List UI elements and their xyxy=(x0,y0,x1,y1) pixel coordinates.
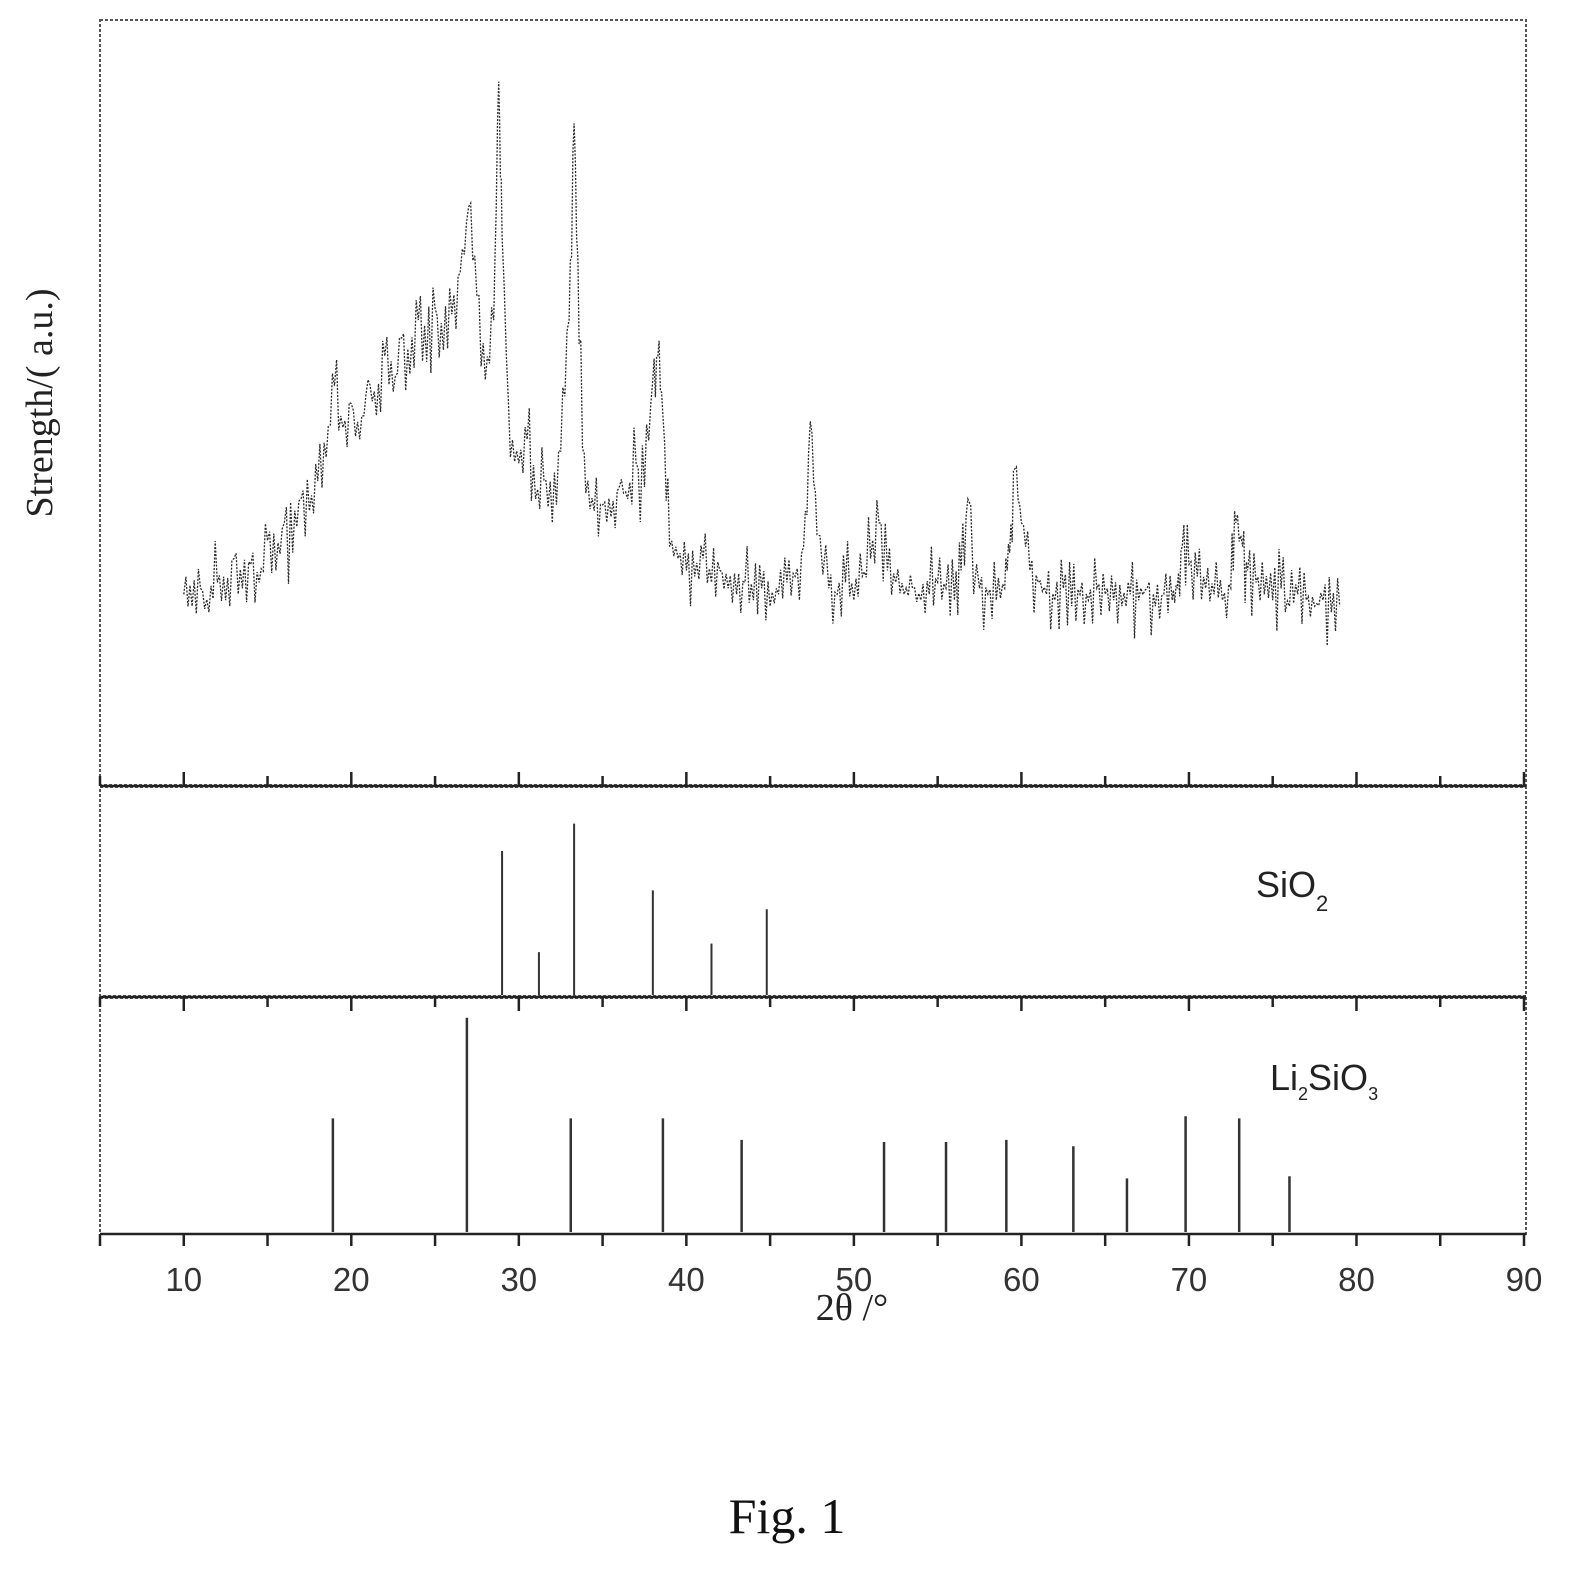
x-tick-label: 60 xyxy=(1003,1261,1040,1298)
li2sio3-label-main-2: SiO xyxy=(1308,1057,1368,1098)
x-tick-label: 50 xyxy=(836,1261,873,1298)
sio2-label-subscript: 2 xyxy=(1316,891,1328,916)
li2sio3-reference-lines xyxy=(331,1017,1291,1232)
x-tick-label: 40 xyxy=(668,1261,705,1298)
x-tick-label: 80 xyxy=(1338,1261,1375,1298)
li2sio3-label-main-1: Li xyxy=(1270,1057,1298,1098)
x-tick-label: 10 xyxy=(165,1261,202,1298)
top-panel-frame xyxy=(99,19,1527,786)
xrd-trace-line xyxy=(183,81,1341,646)
figure-caption: Fig. 1 xyxy=(729,1488,846,1544)
x-tick-label: 90 xyxy=(1506,1261,1543,1298)
sio2-label-main: SiO xyxy=(1256,864,1316,905)
x-tick-label: 20 xyxy=(333,1261,370,1298)
li2sio3-label: Li2SiO3 xyxy=(1270,1057,1378,1104)
li2sio3-label-subscript-1: 2 xyxy=(1298,1084,1308,1104)
x-tick-label: 30 xyxy=(500,1261,537,1298)
x-axis-ticks: 10 20 30 40 50 60 70 80 90 xyxy=(98,772,1543,1298)
li2sio3-label-subscript-2: 3 xyxy=(1368,1084,1378,1104)
sio2-label: SiO2 xyxy=(1256,864,1328,916)
sio2-reference-lines xyxy=(501,823,768,995)
x-tick-label: 70 xyxy=(1171,1261,1208,1298)
measured-pattern-layer xyxy=(183,81,1341,646)
y-axis-title: Strength/( a.u.) xyxy=(19,288,61,517)
x-axis-title: 2θ /° xyxy=(816,1287,888,1329)
bottom-panel-frame xyxy=(99,997,1527,1235)
